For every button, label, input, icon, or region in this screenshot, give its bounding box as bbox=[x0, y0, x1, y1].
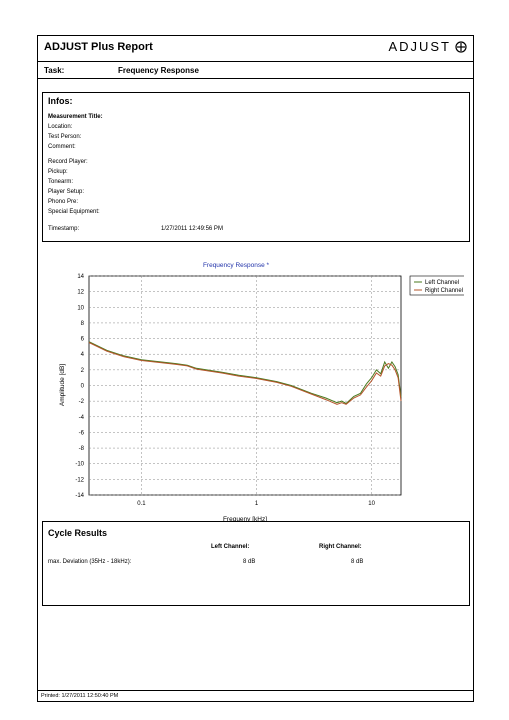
info-label: Player Setup: bbox=[48, 189, 85, 195]
cycle-results-box: Cycle Results Left Channel: Right Channe… bbox=[42, 521, 470, 606]
y-tick-label: -8 bbox=[79, 446, 85, 452]
infos-box: Infos: Measurement Title: Location: Test… bbox=[42, 92, 470, 242]
info-label: Timestamp: bbox=[48, 226, 80, 232]
brand-name: ADJUST bbox=[388, 39, 451, 54]
printed-timestamp: Printed: 1/27/2011 12:50:40 PM bbox=[41, 693, 119, 699]
y-tick-label: 2 bbox=[81, 368, 85, 374]
y-tick-label: 4 bbox=[81, 352, 85, 358]
timestamp-value: 1/27/2011 12:49:56 PM bbox=[161, 226, 223, 232]
y-tick-label: 0 bbox=[81, 384, 85, 390]
info-label: Test Person: bbox=[48, 134, 82, 140]
task-bar: Task: Frequency Response bbox=[38, 62, 473, 79]
report-header: ADJUST Plus Report ADJUST bbox=[38, 36, 473, 62]
y-tick-label: -10 bbox=[75, 462, 84, 468]
y-tick-label: 12 bbox=[77, 290, 84, 296]
crosshair-icon bbox=[455, 40, 467, 53]
right-channel-header: Right Channel: bbox=[319, 544, 362, 550]
cycle-title: Cycle Results bbox=[48, 528, 108, 538]
legend-box bbox=[409, 275, 464, 296]
frequency-response-chart: Frequency Response * 14 12 10 8 6 4 2 0 -2 -4 -6 -8… bbox=[54, 258, 464, 543]
left-channel-line bbox=[88, 341, 402, 405]
y-tick-label: -6 bbox=[79, 430, 85, 436]
task-label: Task: bbox=[44, 66, 65, 75]
brand-logo: ADJUST bbox=[388, 39, 467, 54]
x-tick-label: 1 bbox=[255, 501, 259, 507]
info-label: Comment: bbox=[48, 144, 76, 150]
x-tick-label: 10 bbox=[368, 501, 375, 507]
info-label: Location: bbox=[48, 124, 73, 130]
y-tick-label: 10 bbox=[77, 305, 84, 311]
info-label: Pickup: bbox=[48, 169, 68, 175]
footer: Printed: 1/27/2011 12:50:40 PM bbox=[38, 690, 473, 701]
y-tick-label: -14 bbox=[75, 493, 84, 499]
chart-svg: Frequency Response * 14 12 10 8 6 4 2 0 -2 -4 -6 -8… bbox=[59, 262, 464, 523]
legend-right-label: Right Channel bbox=[425, 288, 463, 294]
info-label: Special Equipment: bbox=[48, 209, 100, 215]
legend: Left Channel Right Channel bbox=[409, 275, 464, 296]
y-tick-label: 6 bbox=[81, 337, 85, 343]
x-axis-label: Frequeny [kHz] bbox=[223, 516, 267, 523]
left-deviation-value: 8 dB bbox=[243, 559, 256, 565]
infos-title: Infos: bbox=[48, 96, 73, 106]
series-layer bbox=[88, 341, 402, 405]
report-page: ADJUST Plus Report ADJUST Task: Frequenc… bbox=[37, 35, 474, 702]
y-tick-label: 8 bbox=[81, 321, 85, 327]
report-title: ADJUST Plus Report bbox=[44, 41, 153, 53]
y-axis-label: Amplitude [dB] bbox=[59, 364, 66, 406]
info-label: Record Player: bbox=[48, 159, 88, 165]
tick-layer: 14 12 10 8 6 4 2 0 -2 -4 -6 -8 -10 -12 -14 0.1 1 10 bbox=[75, 274, 375, 507]
task-value: Frequency Response bbox=[118, 66, 199, 75]
max-deviation-label: max. Deviation (35Hz - 18kHz): bbox=[48, 559, 132, 565]
info-label: Phono Pre: bbox=[48, 199, 79, 205]
y-tick-label: -2 bbox=[79, 399, 85, 405]
info-label: Tonearm: bbox=[48, 179, 74, 185]
x-tick-label: 0.1 bbox=[137, 501, 146, 507]
chart-title: Frequency Response * bbox=[203, 262, 270, 269]
y-tick-label: -12 bbox=[75, 477, 84, 483]
y-tick-label: -4 bbox=[79, 415, 85, 421]
info-label: Measurement Title: bbox=[48, 114, 103, 120]
right-channel-line bbox=[88, 342, 402, 405]
y-tick-label: 14 bbox=[77, 274, 84, 280]
left-channel-header: Left Channel: bbox=[211, 544, 250, 550]
right-deviation-value: 8 dB bbox=[351, 559, 364, 565]
legend-left-label: Left Channel bbox=[425, 280, 459, 286]
grid-layer bbox=[89, 275, 401, 496]
